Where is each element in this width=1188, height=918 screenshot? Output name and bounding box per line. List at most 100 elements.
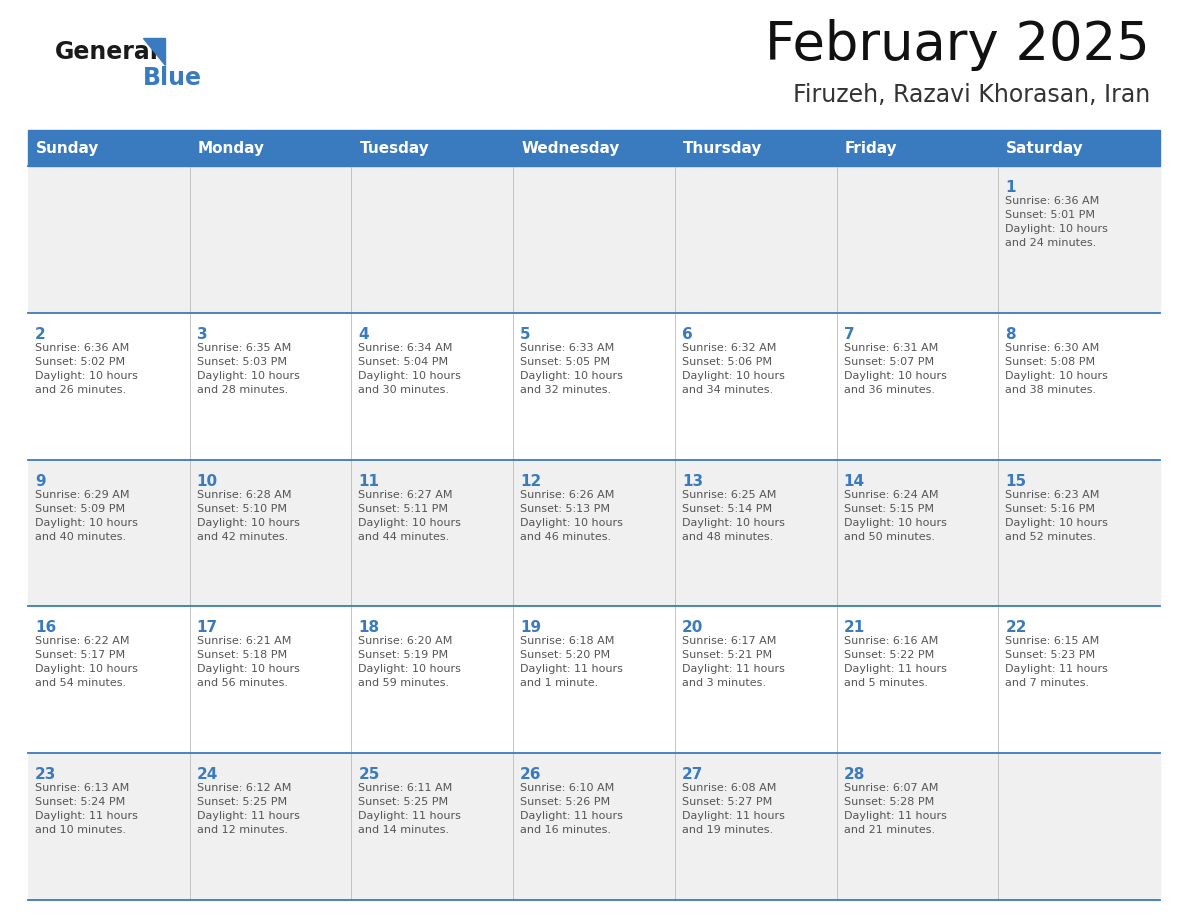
Text: and 1 minute.: and 1 minute. [520, 678, 599, 688]
Text: Sunrise: 6:15 AM: Sunrise: 6:15 AM [1005, 636, 1100, 646]
Text: 12: 12 [520, 474, 542, 488]
Text: 3: 3 [197, 327, 208, 341]
Text: and 42 minutes.: and 42 minutes. [197, 532, 287, 542]
Text: Daylight: 11 hours: Daylight: 11 hours [197, 812, 299, 822]
Text: and 19 minutes.: and 19 minutes. [682, 825, 773, 835]
Text: Sunrise: 6:24 AM: Sunrise: 6:24 AM [843, 489, 939, 499]
Text: 15: 15 [1005, 474, 1026, 488]
Text: Sunrise: 6:36 AM: Sunrise: 6:36 AM [34, 342, 129, 353]
Text: and 54 minutes.: and 54 minutes. [34, 678, 126, 688]
Text: Sunrise: 6:10 AM: Sunrise: 6:10 AM [520, 783, 614, 793]
Text: 8: 8 [1005, 327, 1016, 341]
Text: Daylight: 10 hours: Daylight: 10 hours [34, 665, 138, 675]
Text: Daylight: 11 hours: Daylight: 11 hours [1005, 665, 1108, 675]
Text: Sunrise: 6:30 AM: Sunrise: 6:30 AM [1005, 342, 1100, 353]
Text: and 38 minutes.: and 38 minutes. [1005, 385, 1097, 395]
Text: Sunset: 5:25 PM: Sunset: 5:25 PM [359, 797, 449, 807]
Text: 18: 18 [359, 621, 379, 635]
Text: Sunrise: 6:36 AM: Sunrise: 6:36 AM [1005, 196, 1100, 206]
Text: Sunrise: 6:28 AM: Sunrise: 6:28 AM [197, 489, 291, 499]
Text: Daylight: 10 hours: Daylight: 10 hours [197, 518, 299, 528]
Text: Sunset: 5:22 PM: Sunset: 5:22 PM [843, 650, 934, 660]
Text: and 59 minutes.: and 59 minutes. [359, 678, 449, 688]
Text: and 40 minutes.: and 40 minutes. [34, 532, 126, 542]
Text: and 30 minutes.: and 30 minutes. [359, 385, 449, 395]
Text: Daylight: 11 hours: Daylight: 11 hours [843, 665, 947, 675]
Text: Daylight: 10 hours: Daylight: 10 hours [1005, 518, 1108, 528]
Bar [29, 130, 1159, 166]
Text: Daylight: 10 hours: Daylight: 10 hours [1005, 224, 1108, 234]
Text: Daylight: 11 hours: Daylight: 11 hours [682, 812, 785, 822]
Text: Daylight: 11 hours: Daylight: 11 hours [682, 665, 785, 675]
Text: Daylight: 10 hours: Daylight: 10 hours [843, 518, 947, 528]
Text: Sunset: 5:13 PM: Sunset: 5:13 PM [520, 504, 611, 513]
Text: Sunrise: 6:11 AM: Sunrise: 6:11 AM [359, 783, 453, 793]
Text: Daylight: 10 hours: Daylight: 10 hours [359, 518, 461, 528]
Text: Tuesday: Tuesday [360, 140, 429, 155]
Text: 10: 10 [197, 474, 217, 488]
Text: 11: 11 [359, 474, 379, 488]
Bar [29, 166, 1159, 313]
Text: 19: 19 [520, 621, 542, 635]
Text: 28: 28 [843, 767, 865, 782]
Text: and 28 minutes.: and 28 minutes. [197, 385, 287, 395]
Text: Sunset: 5:24 PM: Sunset: 5:24 PM [34, 797, 125, 807]
Text: 13: 13 [682, 474, 703, 488]
Text: Sunrise: 6:34 AM: Sunrise: 6:34 AM [359, 342, 453, 353]
Text: Sunrise: 6:35 AM: Sunrise: 6:35 AM [197, 342, 291, 353]
Text: Sunset: 5:08 PM: Sunset: 5:08 PM [1005, 357, 1095, 367]
Text: Sunrise: 6:21 AM: Sunrise: 6:21 AM [197, 636, 291, 646]
Text: Sunrise: 6:23 AM: Sunrise: 6:23 AM [1005, 489, 1100, 499]
Text: and 7 minutes.: and 7 minutes. [1005, 678, 1089, 688]
Text: Daylight: 10 hours: Daylight: 10 hours [359, 665, 461, 675]
Text: and 44 minutes.: and 44 minutes. [359, 532, 450, 542]
Text: Wednesday: Wednesday [522, 140, 619, 155]
Text: 26: 26 [520, 767, 542, 782]
Text: Thursday: Thursday [683, 140, 763, 155]
Text: and 24 minutes.: and 24 minutes. [1005, 238, 1097, 248]
Text: Daylight: 10 hours: Daylight: 10 hours [1005, 371, 1108, 381]
Text: Sunset: 5:28 PM: Sunset: 5:28 PM [843, 797, 934, 807]
Text: Daylight: 10 hours: Daylight: 10 hours [520, 518, 623, 528]
Text: and 16 minutes.: and 16 minutes. [520, 825, 611, 835]
Text: Sunrise: 6:27 AM: Sunrise: 6:27 AM [359, 489, 453, 499]
Text: Sunset: 5:04 PM: Sunset: 5:04 PM [359, 357, 449, 367]
Text: 21: 21 [843, 621, 865, 635]
Text: and 10 minutes.: and 10 minutes. [34, 825, 126, 835]
Text: General: General [55, 40, 159, 64]
Text: and 50 minutes.: and 50 minutes. [843, 532, 935, 542]
Text: 7: 7 [843, 327, 854, 341]
Bar [29, 313, 1159, 460]
Text: 9: 9 [34, 474, 45, 488]
Text: Daylight: 11 hours: Daylight: 11 hours [520, 665, 623, 675]
Text: 27: 27 [682, 767, 703, 782]
Text: Sunrise: 6:31 AM: Sunrise: 6:31 AM [843, 342, 937, 353]
Text: 20: 20 [682, 621, 703, 635]
Text: and 36 minutes.: and 36 minutes. [843, 385, 935, 395]
Text: Daylight: 10 hours: Daylight: 10 hours [520, 371, 623, 381]
Text: Monday: Monday [197, 140, 265, 155]
Text: Sunset: 5:19 PM: Sunset: 5:19 PM [359, 650, 449, 660]
Text: Sunrise: 6:22 AM: Sunrise: 6:22 AM [34, 636, 129, 646]
Text: Blue: Blue [143, 66, 202, 90]
Text: Sunrise: 6:32 AM: Sunrise: 6:32 AM [682, 342, 776, 353]
Text: Sunset: 5:21 PM: Sunset: 5:21 PM [682, 650, 772, 660]
Text: Daylight: 10 hours: Daylight: 10 hours [682, 518, 785, 528]
Text: Daylight: 10 hours: Daylight: 10 hours [359, 371, 461, 381]
Text: Sunset: 5:14 PM: Sunset: 5:14 PM [682, 504, 772, 513]
Text: 23: 23 [34, 767, 56, 782]
Text: 2: 2 [34, 327, 46, 341]
Text: Sunset: 5:16 PM: Sunset: 5:16 PM [1005, 504, 1095, 513]
Text: Sunrise: 6:13 AM: Sunrise: 6:13 AM [34, 783, 129, 793]
Text: Daylight: 10 hours: Daylight: 10 hours [34, 371, 138, 381]
Text: and 34 minutes.: and 34 minutes. [682, 385, 773, 395]
Text: Daylight: 10 hours: Daylight: 10 hours [843, 371, 947, 381]
Text: 24: 24 [197, 767, 219, 782]
Text: Sunset: 5:03 PM: Sunset: 5:03 PM [197, 357, 286, 367]
Text: Sunrise: 6:08 AM: Sunrise: 6:08 AM [682, 783, 776, 793]
Text: Sunset: 5:01 PM: Sunset: 5:01 PM [1005, 210, 1095, 220]
Text: Daylight: 11 hours: Daylight: 11 hours [520, 812, 623, 822]
Text: 14: 14 [843, 474, 865, 488]
Text: Sunset: 5:26 PM: Sunset: 5:26 PM [520, 797, 611, 807]
Text: Sunset: 5:27 PM: Sunset: 5:27 PM [682, 797, 772, 807]
